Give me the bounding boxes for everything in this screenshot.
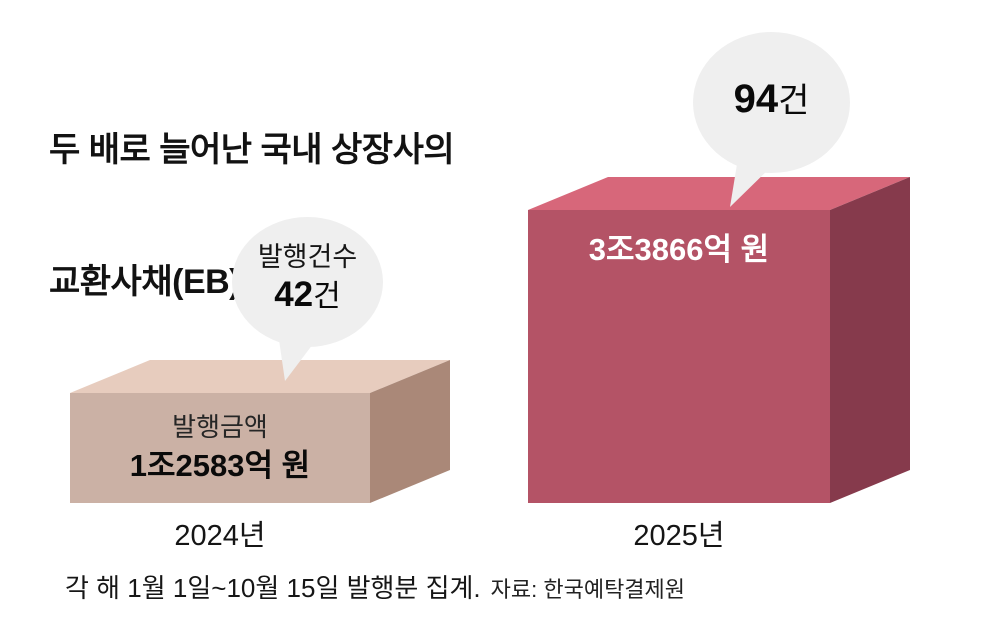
chart-title-line1: 두 배로 늘어난 국내 상장사의 [49,131,455,169]
footer-source: 자료: 한국예탁결제원 [490,577,686,602]
bubble-2024-count-line: 42건 [274,275,341,322]
bubble-2025-count-line: 94건 [734,79,810,128]
bar-2025-front-face: 3조3866억 원 [528,210,830,503]
footer-note: 각 해 1월 1일~10월 15일 발행분 집계. [65,573,481,603]
bar-2024-front-face: 발행금액 1조2583억 원 [70,393,370,503]
bar-2025-side-face [830,177,910,503]
bar-2025-amount-value: 3조3866억 원 [588,232,770,267]
bubble-2025-count: 94건 [693,32,850,173]
axis-label-2024: 2024년 [174,520,266,552]
bubble-2024-label: 발행건수 [257,242,358,272]
chart-title: 두 배로 늘어난 국내 상장사의 교환사채(EB) 발행 [49,40,455,392]
axis-label-2025: 2025년 [633,520,725,552]
bubble-2024-count-unit: 건 [313,280,341,313]
footer: 각 해 1월 1일~10월 15일 발행분 집계. 자료: 한국예탁결제원 [65,568,685,605]
bubble-2025-count-unit: 건 [778,82,810,120]
bar-2024-amount-value: 1조2583억 원 [129,448,311,483]
bar-2024-amount-title: 발행금액 [172,412,268,442]
bubble-2025-count-number: 94 [733,77,779,121]
bubble-2024-count-number: 42 [274,275,314,314]
bubble-2024-count: 발행건수 42건 [232,217,383,347]
